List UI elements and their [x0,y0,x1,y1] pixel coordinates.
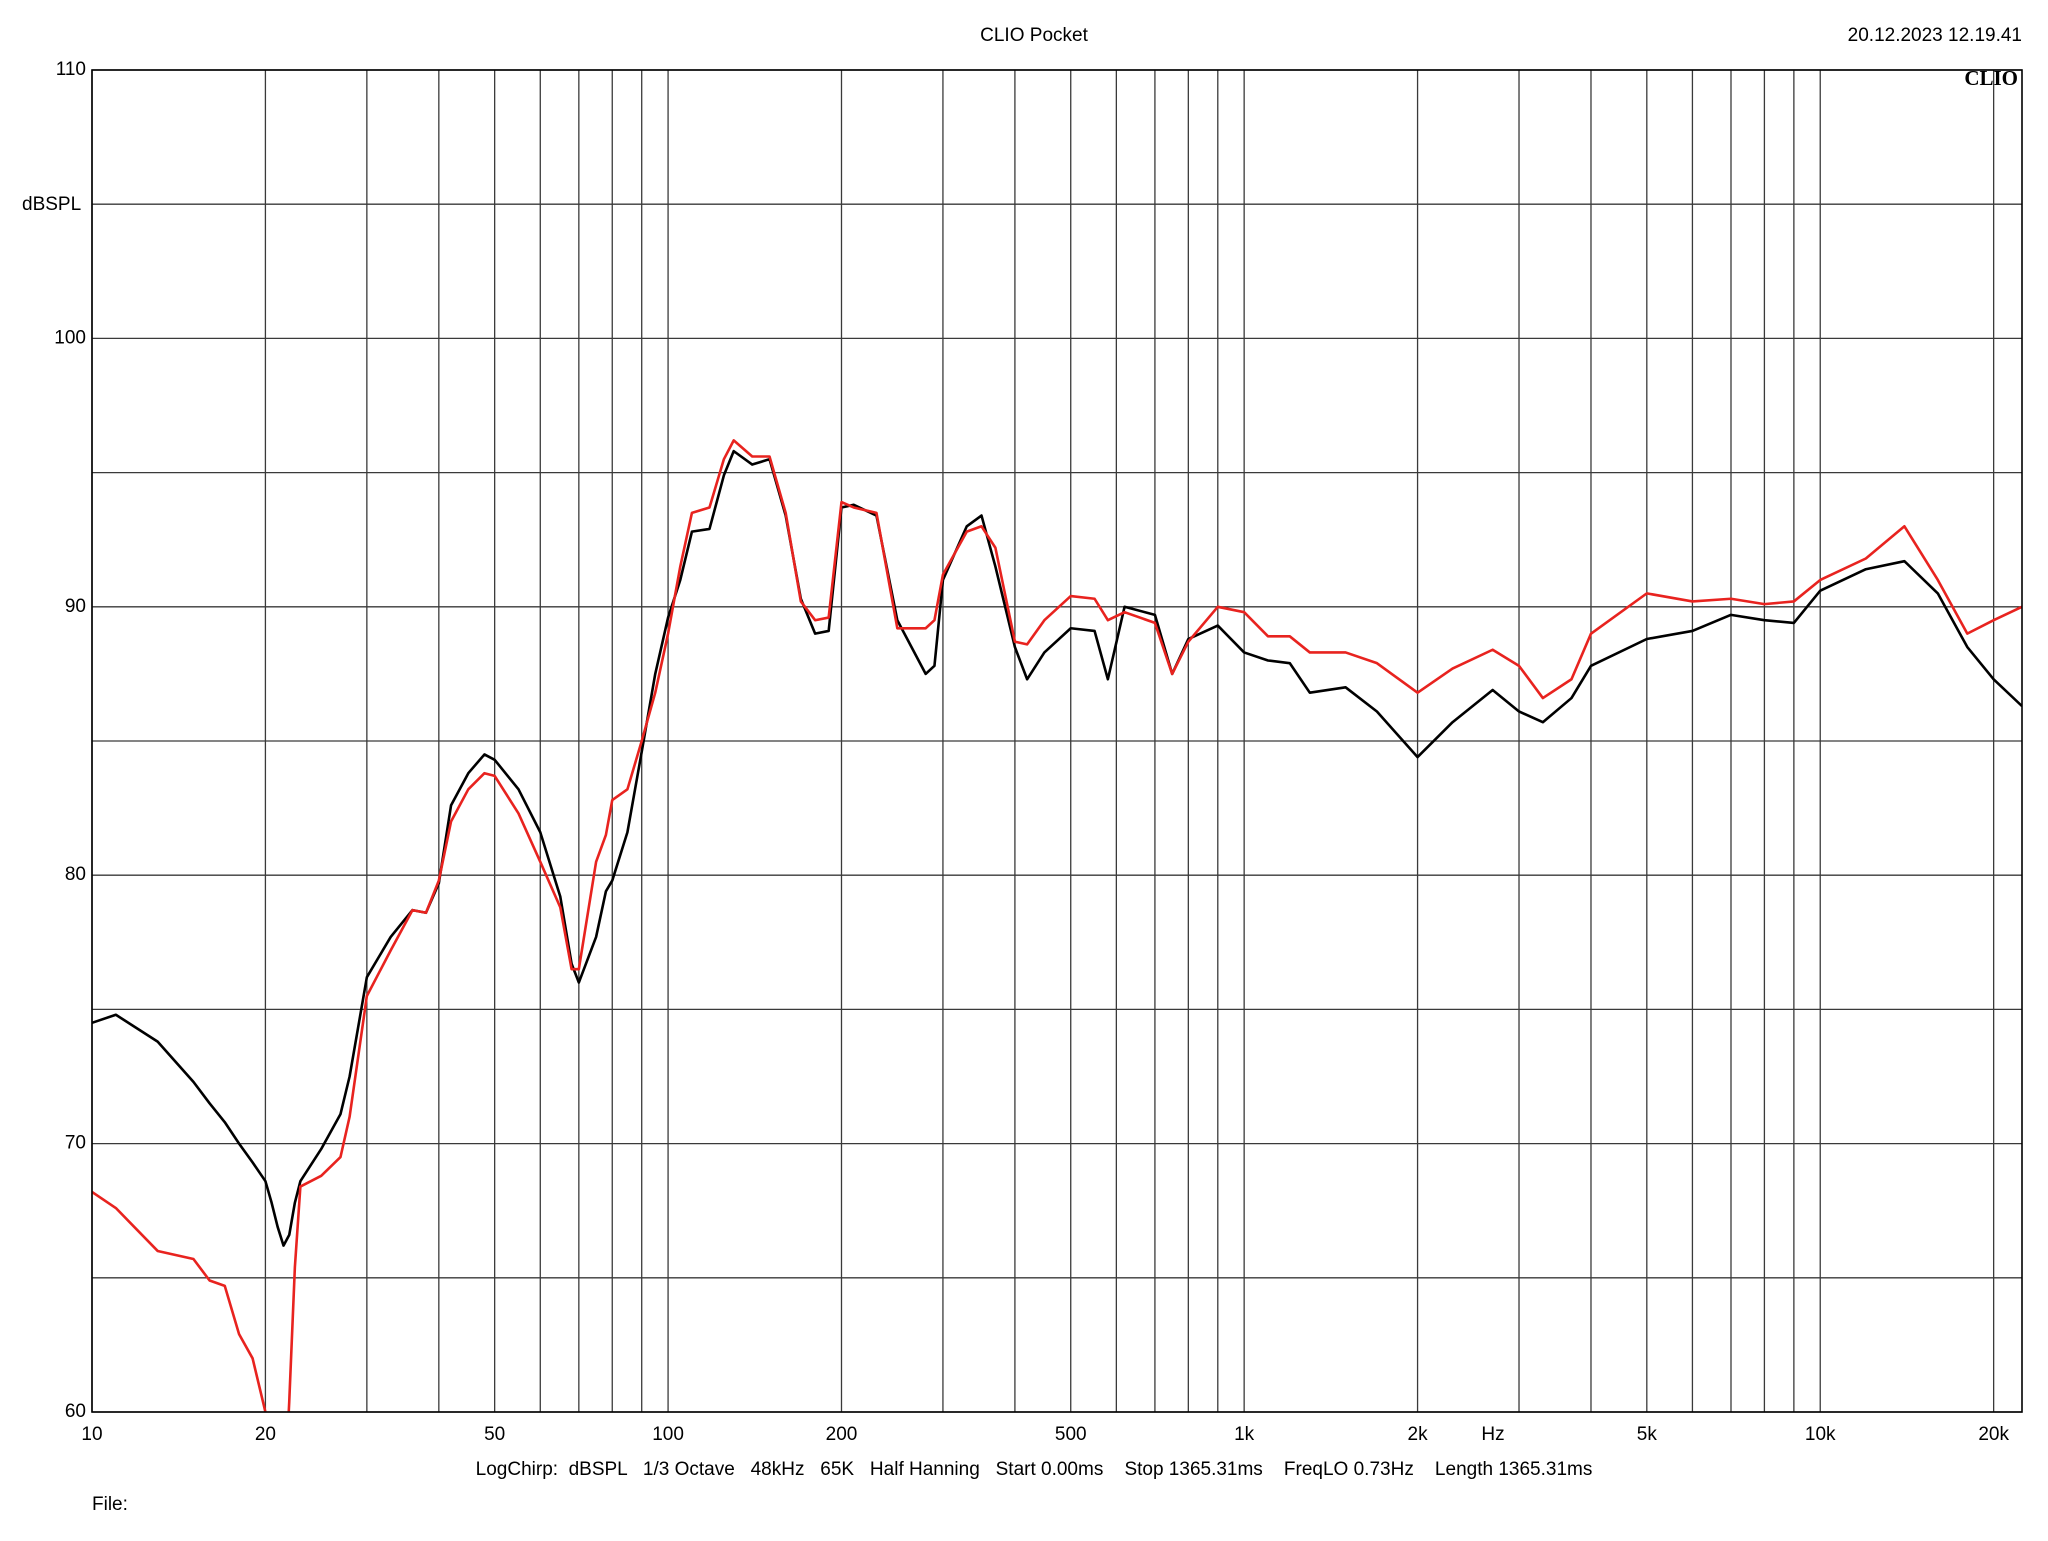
x-tick-label: 50 [484,1424,505,1445]
y-tick-label: 60 [65,1401,86,1422]
file-label: File: [92,1494,128,1515]
footer: LogChirp: dBSPL 1/3 Octave 48kHz 65K Hal… [476,1459,1593,1480]
x-tick-label: 20k [1978,1424,2009,1445]
x-tick-label: 200 [826,1424,858,1445]
plot-frame [91,69,2023,1413]
x-tick-label: 100 [652,1424,684,1445]
plot-area [92,439,2022,1412]
y-tick-label: 110 [56,59,86,80]
response-line [92,449,2022,1247]
chart-title: CLIO Pocket [980,25,1088,46]
x-tick-label: 5k [1637,1424,1658,1445]
y-tick-label: 70 [65,1133,86,1154]
x-tick-label: 10 [81,1424,102,1445]
x-tick-label: 10k [1805,1424,1836,1445]
x-tick-label: 20 [255,1424,276,1445]
timestamp: 20.12.2023 12.19.41 [1848,25,2022,46]
y-axis-label: dBSPL [22,194,81,215]
response-line [92,439,2022,1412]
y-tick-label: 80 [65,864,86,885]
x-tick-label: 2k [1408,1424,1429,1445]
grid [91,69,2022,1413]
y-tick-label: 90 [65,596,86,617]
x-axis-label: Hz [1481,1424,1504,1445]
x-tick-label: 500 [1055,1424,1087,1445]
x-tick-label: 1k [1234,1424,1255,1445]
y-tick-label: 100 [54,327,86,348]
